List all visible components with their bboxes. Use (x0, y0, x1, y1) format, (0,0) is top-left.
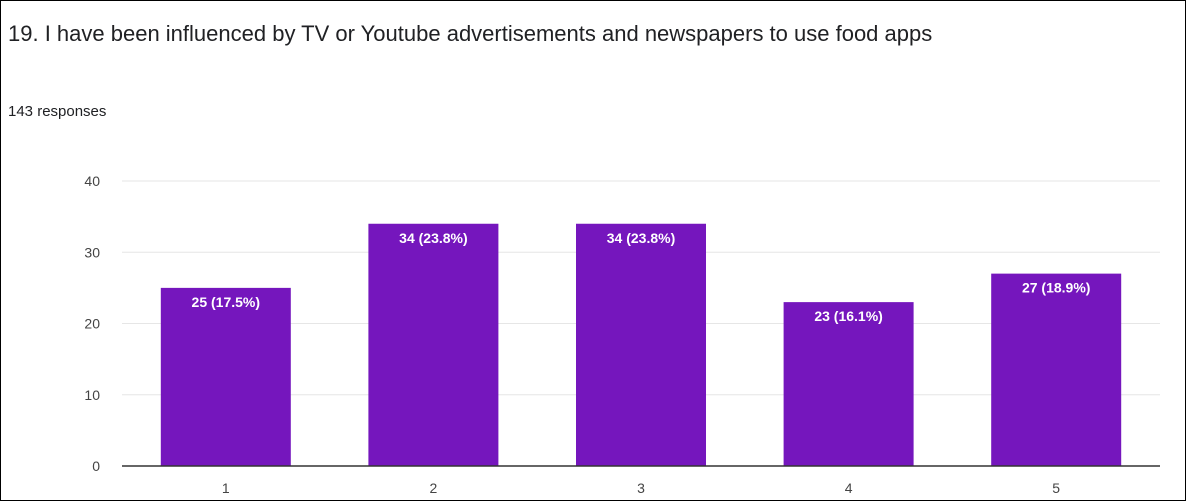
bar-value-label: 34 (23.8%) (399, 230, 467, 246)
question-title: 19. I have been influenced by TV or Yout… (8, 21, 933, 46)
x-tick-label: 5 (1052, 480, 1060, 496)
x-tick-label: 3 (637, 480, 645, 496)
y-tick-label: 40 (84, 173, 100, 189)
bar-value-label: 27 (18.9%) (1022, 280, 1090, 296)
bar-value-label: 25 (17.5%) (192, 294, 260, 310)
bar (368, 223, 499, 466)
x-tick-label: 1 (222, 480, 230, 496)
y-tick-label: 0 (92, 458, 100, 474)
bar-value-label: 23 (16.1%) (814, 308, 882, 324)
response-count: 143 responses (8, 103, 107, 120)
x-tick-label: 2 (430, 480, 438, 496)
bar (576, 223, 706, 466)
y-tick-label: 20 (84, 316, 100, 332)
y-tick-label: 10 (84, 387, 100, 403)
bar (991, 273, 1122, 466)
bar (783, 302, 914, 466)
bar-value-label: 34 (23.8%) (607, 230, 675, 246)
x-tick-label: 4 (845, 480, 853, 496)
bar (160, 287, 291, 466)
y-tick-label: 30 (84, 244, 100, 260)
